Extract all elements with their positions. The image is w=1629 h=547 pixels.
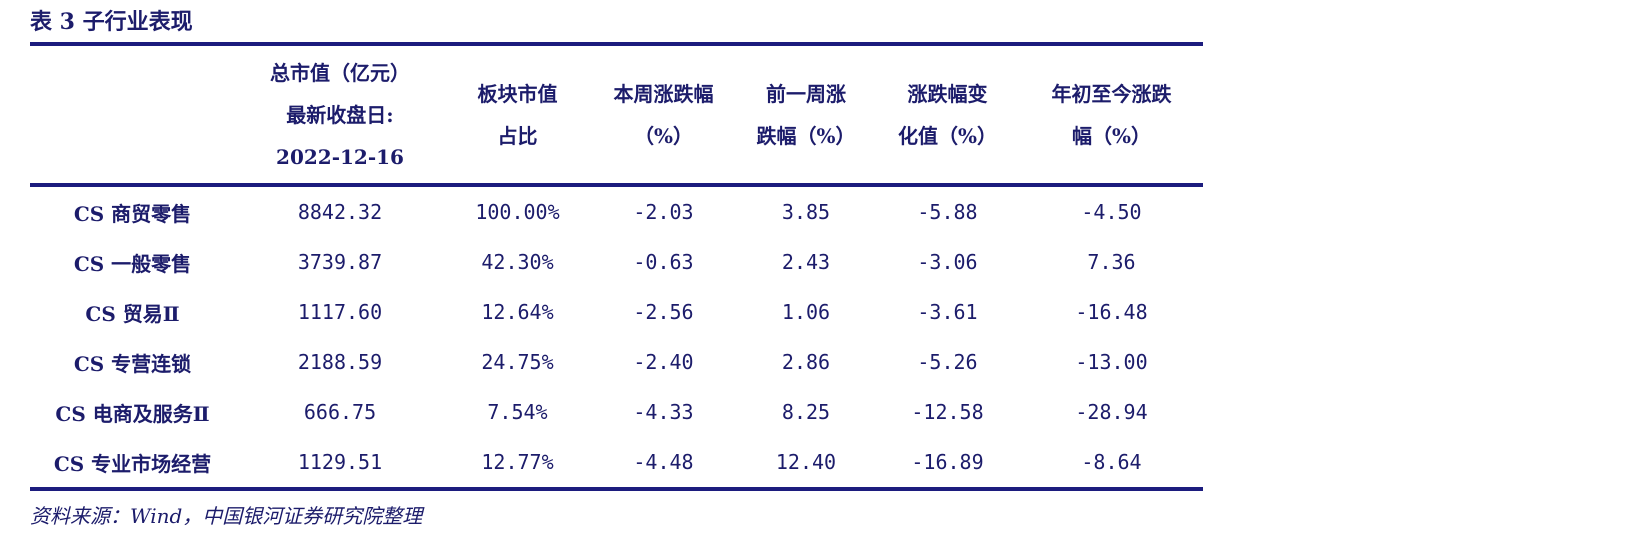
table-cell: -2.03	[633, 200, 694, 224]
header-line: 年初至今涨跌	[1051, 81, 1172, 106]
table-cell: 1.06	[781, 300, 831, 324]
table-cell: -4.48	[590, 437, 737, 491]
header-cell: 涨跌幅变化值（%）	[875, 42, 1020, 187]
table-cell: -2.56	[633, 300, 694, 324]
header-line: 最新收盘日:	[286, 102, 394, 127]
header-line: 涨跌幅变	[907, 81, 988, 106]
header-cell: 前一周涨跌幅（%）	[737, 42, 875, 187]
table-cell: -4.33	[633, 400, 694, 424]
header-cell: 本周涨跌幅 （%）	[590, 42, 737, 187]
table-cell: -0.63	[633, 250, 694, 274]
header-line: 占比	[497, 123, 538, 148]
table-cell: 100.00%	[475, 200, 560, 224]
header-cell: 板块市值 占比	[445, 42, 590, 187]
table-cell: -4.50	[1081, 200, 1142, 224]
table-cell: -2.40	[633, 350, 694, 374]
table-cell: 1117.60	[297, 300, 383, 324]
table-cell: 12.64%	[481, 300, 554, 324]
table-cell: 7.36	[1087, 250, 1136, 274]
table-cell: 8842.32	[297, 200, 383, 224]
table-row: CS 专营连锁 2188.59 24.75% -2.40 2.86 -5.26 -13.00	[30, 337, 1203, 387]
table-cell: 2.43	[781, 250, 831, 274]
row-label: CS 贸易Ⅱ	[85, 301, 180, 326]
table-cell: 12.40	[737, 437, 875, 491]
table-row: CS 商贸零售 8842.32 100.00% -2.03 3.85 -5.88 -4.50	[30, 185, 1203, 237]
table-cell: -28.94	[1075, 400, 1148, 424]
table-cell: -16.48	[1075, 300, 1148, 324]
row-label: CS 专营连锁	[73, 351, 192, 376]
header-line: （%）	[633, 123, 693, 148]
table-row: CS 一般零售 3739.87 42.30% -0.63 2.43 -3.06 7.36	[30, 237, 1203, 287]
table-cell: -8.64	[1020, 437, 1203, 491]
table-cell: -5.88	[917, 200, 978, 224]
header-cell	[30, 42, 235, 187]
table-cell: 42.30%	[481, 250, 554, 274]
table-cell: -3.61	[917, 300, 978, 324]
table-cell: 666.75	[303, 400, 377, 424]
table-cell: 2188.59	[297, 350, 383, 374]
row-label: CS 商贸零售	[73, 201, 192, 226]
header-line: 幅（%）	[1071, 123, 1151, 148]
header-line: 化值（%）	[897, 123, 997, 148]
table-row: CS 贸易Ⅱ 1117.60 12.64% -2.56 1.06 -3.61 -16.48	[30, 287, 1203, 337]
table-cell: 24.75%	[481, 350, 554, 374]
header-line: 板块市值	[477, 81, 558, 106]
header-line: 总市值（亿元）	[270, 60, 410, 85]
table-cell: -13.00	[1075, 350, 1148, 374]
header-line: 2022-12-16	[276, 144, 404, 169]
header-line: 跌幅（%）	[756, 123, 856, 148]
header-cell: 总市值（亿元） 最新收盘日: 2022-12-16	[235, 42, 445, 187]
table-cell: 7.54%	[487, 400, 548, 424]
row-label: CS 专业市场经营	[30, 437, 235, 491]
table-cell: -16.89	[875, 437, 1020, 491]
table: 总市值（亿元） 最新收盘日: 2022-12-16 板块市值 占比 本周涨跌幅 （%） 前一周…	[30, 42, 1203, 491]
table-cell: 8.25	[781, 400, 831, 424]
header-row: 总市值（亿元） 最新收盘日: 2022-12-16 板块市值 占比 本周涨跌幅 （%） 前一周…	[30, 42, 1203, 187]
table-row: CS 电商及服务Ⅱ 666.75 7.54% -4.33 8.25 -12.58 -28.9…	[30, 387, 1203, 437]
row-label: CS 一般零售	[73, 251, 192, 276]
table-cell: 3.85	[781, 200, 831, 224]
table-cell: 2.86	[781, 350, 831, 374]
table-cell: -12.58	[911, 400, 984, 424]
table-cell: 1129.51	[235, 437, 445, 491]
table-title: 表 3 子行业表现	[30, 9, 193, 35]
table-cell: 3739.87	[297, 250, 383, 274]
header-line: 前一周涨	[766, 81, 846, 106]
table-cell: -3.06	[917, 250, 978, 274]
table-cell: -5.26	[917, 350, 978, 374]
table-row: CS 专业市场经营 1129.51 12.77% -4.48 12.40 -16.89 -8…	[30, 437, 1203, 491]
header-cell: 年初至今涨跌 幅（%）	[1020, 42, 1203, 187]
source-note: 资料来源：Wind，中国银河证券研究院整理	[30, 504, 423, 528]
table-body: CS 商贸零售 8842.32 100.00% -2.03 3.85 -5.88 -4.50…	[30, 185, 1203, 491]
row-label: CS 电商及服务Ⅱ	[55, 401, 210, 426]
table-cell: 12.77%	[445, 437, 590, 491]
header-line: 本周涨跌幅	[613, 81, 714, 106]
